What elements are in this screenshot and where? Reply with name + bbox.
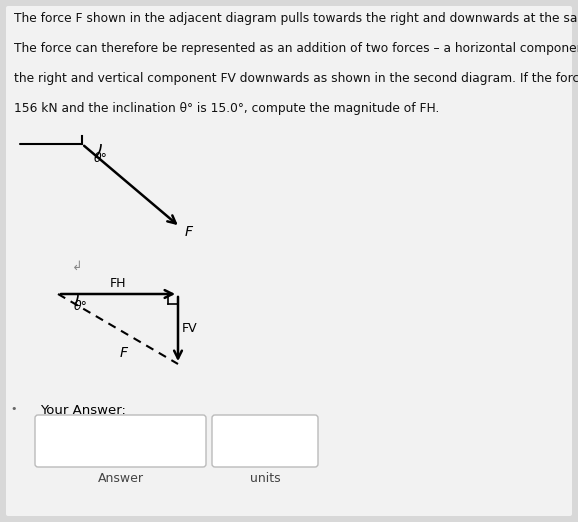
Text: θ°: θ° [74,300,88,313]
Text: Your Answer:: Your Answer: [40,404,126,417]
Text: •: • [10,404,17,414]
Text: The force can therefore be represented as an addition of two forces – a horizont: The force can therefore be represented a… [14,42,578,55]
FancyBboxPatch shape [6,6,572,516]
Text: F: F [120,346,128,360]
FancyBboxPatch shape [35,415,206,467]
Text: the right and vertical component FV downwards as shown in the second diagram. If: the right and vertical component FV down… [14,72,578,85]
Text: The force F shown in the adjacent diagram pulls towards the right and downwards : The force F shown in the adjacent diagra… [14,12,578,25]
Text: 156 kN and the inclination θ° is 15.0°, compute the magnitude of FH.: 156 kN and the inclination θ° is 15.0°, … [14,102,439,115]
Text: Answer: Answer [98,472,143,485]
Text: units: units [250,472,280,485]
Text: ↲: ↲ [72,260,83,273]
Text: FH: FH [110,277,126,290]
Text: FV: FV [182,323,198,336]
Text: F: F [185,225,193,239]
FancyBboxPatch shape [212,415,318,467]
Text: θ°: θ° [94,152,108,165]
